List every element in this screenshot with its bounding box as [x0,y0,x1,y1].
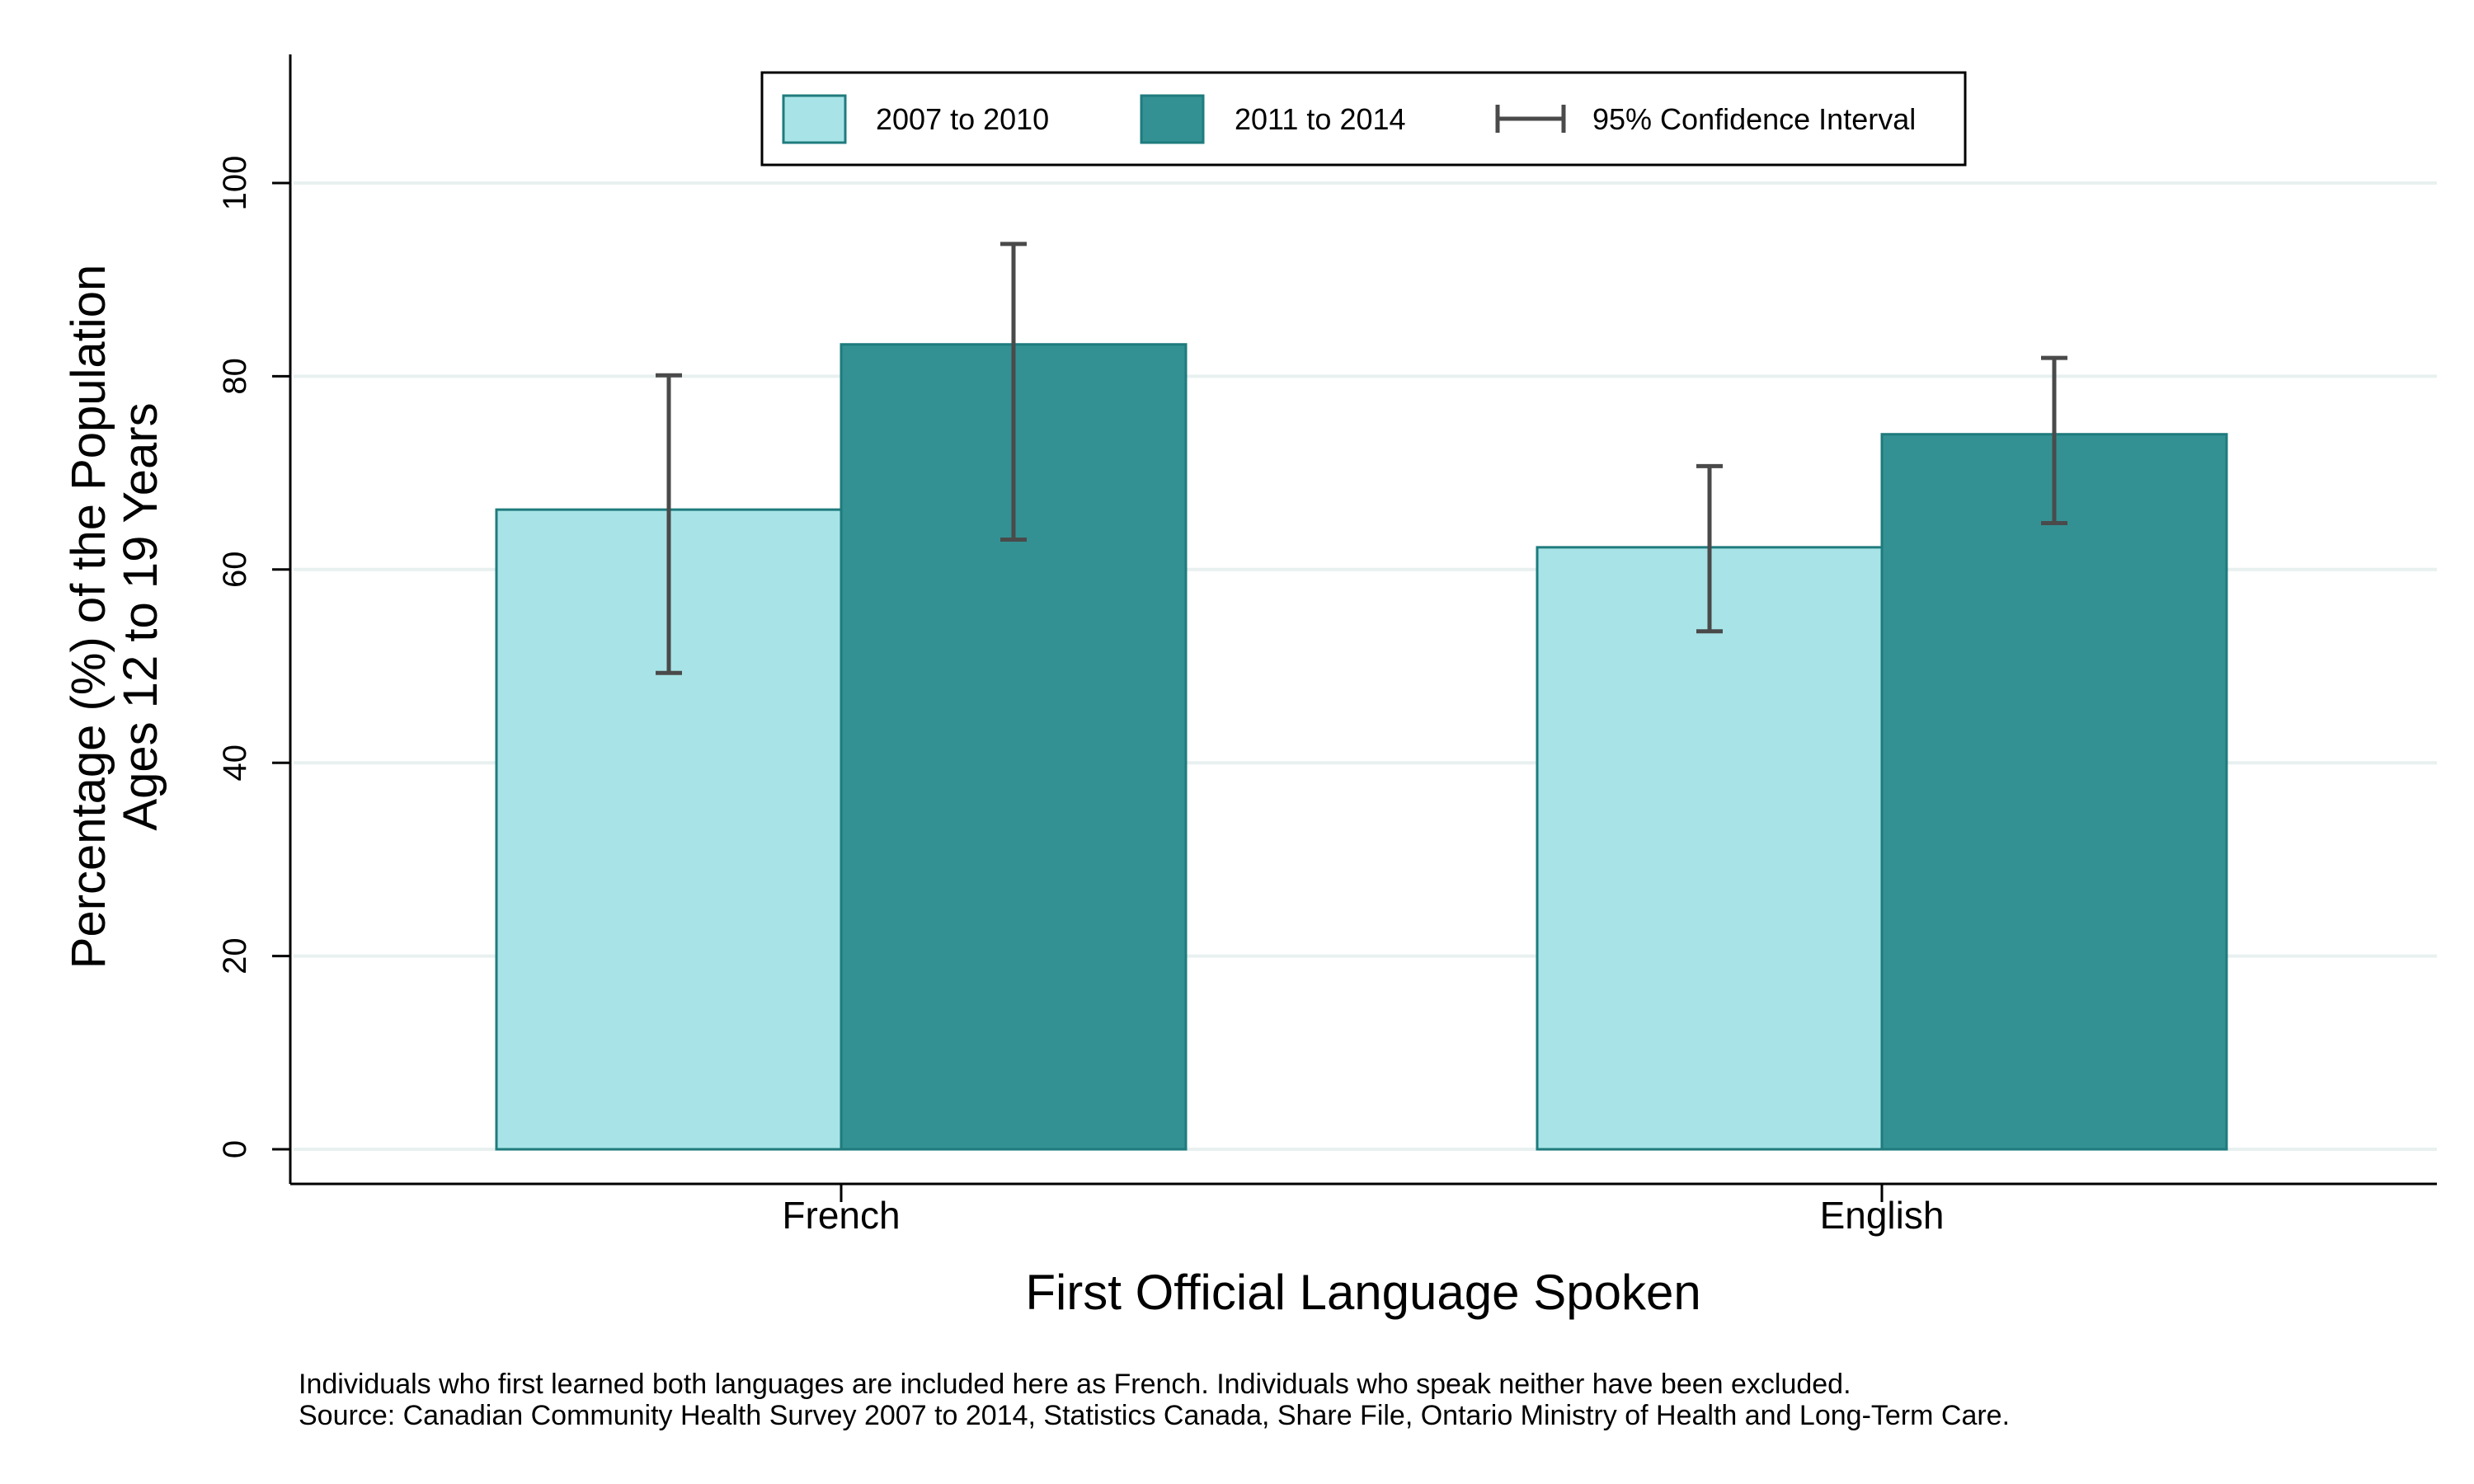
error-bar-english-2007-2010 [1696,463,1723,634]
legend-label-ci: 95% Confidence Interval [1592,102,1916,136]
bar-english-2011-2014 [1880,433,2228,1151]
legend-label-2007-2010: 2007 to 2010 [876,102,1049,136]
y-tick-label: 40 [217,744,253,782]
y-axis-label-line1: Percentage (%) of the Population [62,265,115,969]
y-axis-label-line2: Ages 12 to 19 Years [114,402,167,830]
bar-english-2007-2010 [1536,546,1884,1151]
x-axis-label: First Official Language Spoken [1025,1265,1700,1320]
error-bar-french-2007-2010 [656,373,682,675]
legend-swatch-2011-2014 [1140,94,1205,144]
x-tick-label-french: French [782,1194,900,1237]
y-ticks: 0 20 40 60 80 100 [217,156,290,1158]
footnote-line1: Individuals who first learned both langu… [299,1369,1851,1400]
footnote-line2: Source: Canadian Community Health Survey… [299,1400,2010,1431]
x-ticks: French English [782,1184,1944,1237]
y-tick-label: 60 [217,552,253,589]
legend-label-2011-2014: 2011 to 2014 [1235,102,1406,136]
x-tick-label-english: English [1820,1194,1945,1237]
legend-box [760,71,1967,167]
error-bar-english-2011-2014 [2041,355,2067,526]
y-tick-label: 80 [217,358,253,395]
y-tick-label: 0 [217,1140,253,1158]
y-tick-label: 100 [217,156,253,211]
legend: 2007 to 2010 2011 to 2014 95% Confidence… [760,71,1967,167]
legend-swatch-2007-2010 [782,94,847,144]
axes [289,54,2437,1186]
legend-ci-icon [1495,105,1566,133]
bars [495,343,2228,1151]
error-bars [656,242,2067,675]
error-bar-french-2011-2014 [1000,242,1027,542]
y-tick-label: 20 [217,937,253,974]
